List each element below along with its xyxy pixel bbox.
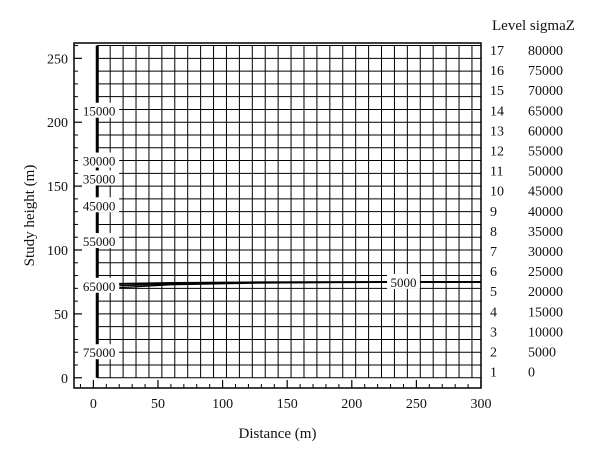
contour-label: 30000: [83, 154, 116, 169]
legend-level: 9: [490, 205, 497, 220]
legend-title: Level sigmaZ: [492, 18, 575, 34]
legend-value: 25000: [528, 265, 563, 280]
legend-level: 13: [490, 124, 504, 139]
legend-value: 15000: [528, 305, 563, 320]
contour-label: 55000: [83, 234, 116, 249]
contour-label-bg: [79, 170, 120, 186]
contour-label-bg: [79, 344, 120, 360]
x-tick-label: 150: [277, 397, 298, 412]
legend-value: 70000: [528, 84, 563, 99]
legend-level: 3: [490, 325, 497, 340]
contour-label: 15000: [83, 104, 116, 119]
legend-level: 4: [490, 305, 497, 320]
contour-label-bg: [387, 273, 420, 289]
x-tick-label: 0: [90, 397, 97, 412]
contour-label: 75000: [83, 345, 116, 360]
x-axis-label: Distance (m): [239, 426, 317, 442]
legend-value: 5000: [528, 346, 556, 361]
legend-value: 10000: [528, 325, 563, 340]
y-axis-label: Study height (m): [22, 165, 38, 267]
plot-frame: [73, 42, 482, 389]
legend-value: 55000: [528, 145, 563, 160]
x-tick-label: 250: [406, 397, 427, 412]
legend-value: 80000: [528, 44, 563, 59]
contour-label-bg: [79, 233, 120, 249]
legend-level: 15: [490, 84, 504, 99]
legend-value: 50000: [528, 165, 563, 180]
y-tick-label: 0: [61, 372, 68, 387]
legend-level: 17: [490, 44, 504, 59]
axes: 0 50 100 150 200 250 300 0 50 100 150 200 250: [47, 45, 492, 412]
contour-label: 5000: [390, 275, 416, 290]
y-tick-label: 100: [47, 244, 68, 259]
grid-lines: [96, 45, 481, 379]
x-tick-label: 300: [471, 397, 492, 412]
legend-level: 10: [490, 185, 504, 200]
legend-level: 12: [490, 145, 504, 160]
contour-label: 65000: [83, 279, 116, 294]
legend-level: 16: [490, 64, 504, 79]
contour-label-bg: [79, 102, 120, 118]
legend-level: 14: [490, 104, 504, 119]
x-tick-label: 50: [151, 397, 165, 412]
legend-value: 35000: [528, 225, 563, 240]
legend-value: 40000: [528, 205, 563, 220]
legend-value: 45000: [528, 185, 563, 200]
y-tick-label: 250: [47, 52, 68, 67]
legend-value: 20000: [528, 285, 563, 300]
y-tick-label: 150: [47, 180, 68, 195]
contour-label: 35000: [83, 171, 116, 186]
legend-level: 7: [490, 245, 497, 260]
contour-label: 45000: [83, 198, 116, 213]
y-tick-label: 50: [54, 308, 68, 323]
legend-value: 30000: [528, 245, 563, 260]
contour-label-bg: [79, 197, 120, 213]
legend-value: 60000: [528, 124, 563, 139]
legend-value: 75000: [528, 64, 563, 79]
contour-labels: 15000 30000 35000 45000 55000 65000 75000 5000: [79, 102, 420, 360]
x-tick-label: 200: [341, 397, 362, 412]
legend-value: 0: [528, 366, 535, 381]
legend-level: 8: [490, 225, 497, 240]
legend-level: 11: [490, 165, 503, 180]
x-tick-label: 100: [212, 397, 233, 412]
legend-level: 2: [490, 346, 497, 361]
legend-value: 65000: [528, 104, 563, 119]
legend-level: 1: [490, 366, 497, 381]
contour-label-bg: [79, 152, 120, 168]
legend-level: 5: [490, 285, 497, 300]
legend-level: 6: [490, 265, 497, 280]
y-tick-label: 200: [47, 116, 68, 131]
contour-label-bg: [79, 277, 120, 293]
